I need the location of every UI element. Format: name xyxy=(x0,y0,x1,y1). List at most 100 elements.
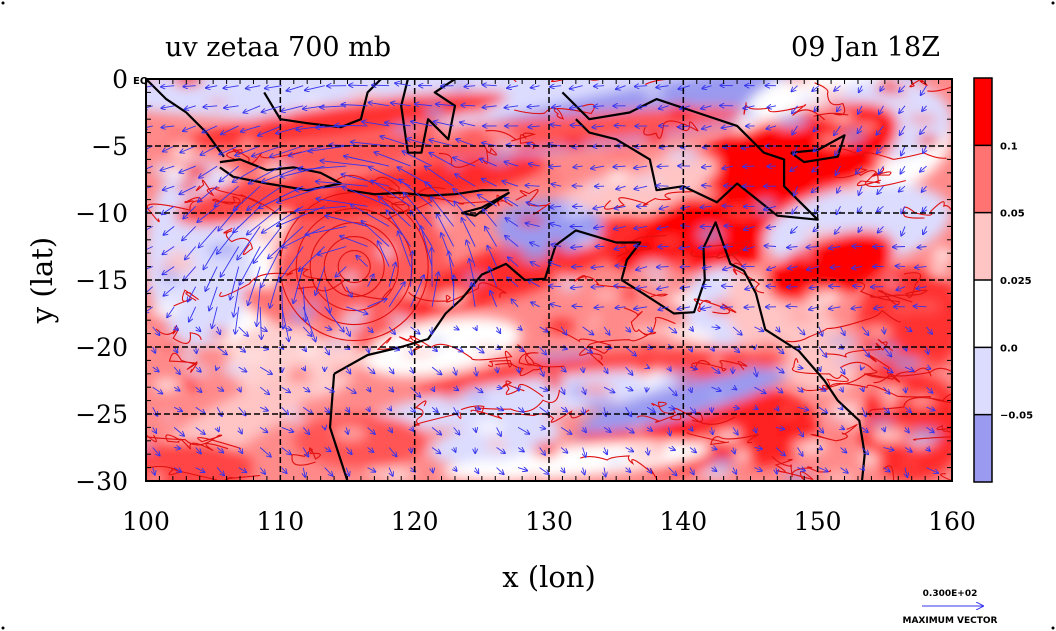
wind-vector xyxy=(368,387,371,391)
wind-vector xyxy=(197,205,218,222)
contour-line xyxy=(883,465,952,481)
wind-vector xyxy=(861,427,868,432)
field-speckle xyxy=(176,181,199,193)
field-speckle xyxy=(903,155,935,171)
wind-vector xyxy=(411,427,414,431)
field-speckle xyxy=(388,314,413,327)
wind-vector xyxy=(920,125,927,134)
wind-vector xyxy=(879,165,884,174)
wind-vector xyxy=(539,467,549,474)
field-speckle xyxy=(393,124,413,135)
wind-vector xyxy=(388,366,394,373)
wind-vector xyxy=(732,346,739,352)
x-tick-label: 120 xyxy=(391,507,439,536)
y-tick-label: 0 xyxy=(112,65,128,94)
wind-vector xyxy=(398,231,412,267)
wind-vector xyxy=(926,326,933,334)
wind-vector xyxy=(899,185,906,192)
y-tick-label: −25 xyxy=(75,400,128,429)
field-blob xyxy=(226,320,361,401)
wind-vector xyxy=(281,406,289,414)
field-speckle xyxy=(206,244,241,257)
wind-vector xyxy=(146,205,153,211)
field-speckle xyxy=(219,364,247,377)
wind-vector xyxy=(496,467,504,475)
wind-vector xyxy=(723,206,734,207)
wind-vector xyxy=(637,106,648,108)
contour-line xyxy=(813,82,849,117)
field-speckle xyxy=(606,459,624,464)
field-speckle xyxy=(734,349,767,356)
wind-vector xyxy=(775,346,784,353)
wind-vector xyxy=(507,277,519,288)
wind-vector xyxy=(646,427,652,431)
wind-vector xyxy=(389,407,391,410)
wind-vector xyxy=(918,247,927,248)
wind-vector xyxy=(646,326,652,332)
wind-vector xyxy=(819,326,822,336)
wind-vector xyxy=(916,287,927,289)
wind-vector xyxy=(315,266,326,295)
wind-vector xyxy=(583,387,586,394)
coastline xyxy=(347,189,509,197)
x-axis-label: x (lon) xyxy=(502,560,596,594)
wind-vector xyxy=(368,102,390,107)
field-speckle xyxy=(896,99,912,106)
wind-vector xyxy=(368,407,370,411)
wind-vector xyxy=(560,427,571,434)
wind-vector xyxy=(380,136,411,147)
wind-vector xyxy=(690,427,693,430)
field-speckle xyxy=(907,115,939,124)
wind-vector xyxy=(153,346,156,353)
contour-line xyxy=(512,79,604,83)
field-speckle xyxy=(917,134,940,147)
wind-vector xyxy=(342,105,368,106)
field-speckle xyxy=(469,106,487,116)
field-speckle xyxy=(762,270,795,284)
wind-vector xyxy=(529,164,540,166)
wind-vector xyxy=(391,103,411,107)
wind-vector xyxy=(745,287,755,290)
wind-vector xyxy=(410,386,421,397)
wind-vector xyxy=(792,105,798,114)
wind-vector xyxy=(539,326,548,332)
wind-vector xyxy=(680,247,691,249)
wind-vector xyxy=(146,286,153,295)
field-speckle xyxy=(534,170,563,185)
wind-vector xyxy=(223,86,239,89)
wind-vector xyxy=(167,306,175,318)
coastline xyxy=(461,191,510,217)
wind-vector xyxy=(189,306,197,322)
wind-vector xyxy=(507,86,519,88)
wind-vector xyxy=(302,386,309,392)
wind-vector xyxy=(374,152,411,167)
wind-vector xyxy=(195,447,201,454)
field-speckle xyxy=(573,432,586,440)
field-speckle xyxy=(502,420,528,432)
wind-vector xyxy=(179,165,196,173)
wind-vector xyxy=(743,106,755,109)
wind-vector xyxy=(668,386,677,395)
wind-vector xyxy=(528,126,540,127)
wind-vector xyxy=(324,346,329,355)
wind-vector xyxy=(303,367,305,370)
wind-vector xyxy=(214,185,239,206)
field-speckle xyxy=(146,319,171,326)
vortex-contour xyxy=(279,192,429,342)
field-speckle xyxy=(172,79,204,87)
field-speckle xyxy=(646,277,670,287)
wind-vector xyxy=(281,327,292,330)
wind-vector xyxy=(504,198,519,207)
wind-vector xyxy=(505,236,519,247)
wind-vector xyxy=(775,366,784,373)
wind-vector xyxy=(732,326,742,335)
field-speckle xyxy=(264,370,282,382)
field-speckle xyxy=(339,318,363,334)
field-speckle xyxy=(699,467,732,480)
wind-vector xyxy=(775,386,783,393)
field-speckle xyxy=(873,156,900,163)
wind-vector xyxy=(922,185,927,192)
wind-vector xyxy=(793,145,798,155)
wind-vector xyxy=(346,326,350,336)
wind-vector xyxy=(368,346,369,353)
